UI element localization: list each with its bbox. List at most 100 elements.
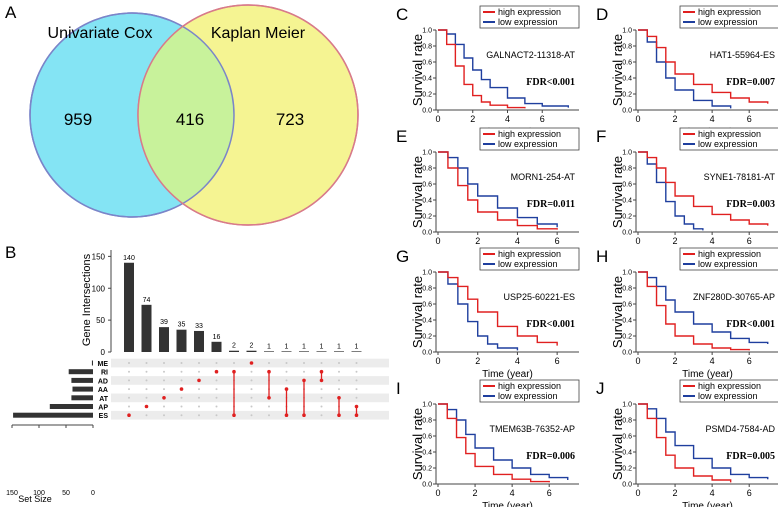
upset-empty-dot	[128, 396, 130, 399]
upset-empty-dot	[355, 388, 358, 391]
km-y-tick-label: 0.2	[422, 466, 432, 473]
km-y-label: Survival rate	[410, 408, 425, 480]
upset-empty-dot	[215, 405, 218, 408]
km-fdr-label: FDR=0.006	[526, 451, 575, 462]
km-gene-label: PSMD4-7584-AD	[705, 424, 775, 434]
upset-empty-dot	[145, 396, 148, 399]
upset-empty-dot	[163, 379, 165, 382]
upset-member-dot	[302, 378, 306, 383]
upset-set-size-bar	[13, 412, 93, 418]
km-y-tick-label: 0.2	[622, 466, 632, 473]
upset-bar-label: 1	[337, 343, 341, 350]
upset-bar-label: 2	[232, 343, 236, 350]
km-y-tick-label: 0.6	[622, 60, 632, 67]
upset-empty-dot	[128, 388, 130, 391]
km-fdr-label: FDR<0.001	[526, 319, 575, 330]
upset-set-size-bar	[91, 360, 93, 366]
upset-empty-dot	[268, 362, 270, 364]
km-panel-j: J Survival rate 0.0 0.2 0.4 0.6 0.8 1.0 0 2 4 6 Time…	[596, 379, 778, 507]
km-x-tick-label: 0	[435, 236, 440, 246]
km-y-label: Survival rate	[610, 34, 625, 106]
upset-set-size-label: Set Size	[18, 494, 52, 504]
km-x-tick-label: 6	[555, 356, 560, 366]
upset-empty-dot	[163, 362, 165, 364]
km-y-tick-label: 0.0	[622, 108, 632, 115]
km-x-tick-label: 4	[505, 114, 510, 124]
upset-row-band	[111, 376, 389, 385]
upset-member-dot	[319, 378, 324, 383]
upset-member-dot	[354, 404, 359, 409]
km-legend-low-label: low expression	[698, 139, 758, 149]
km-legend	[479, 127, 580, 151]
panel-label-a: A	[5, 3, 17, 22]
upset-bar	[246, 350, 257, 352]
upset-empty-dot	[303, 362, 305, 364]
km-y-tick-label: 1.0	[422, 28, 432, 35]
upset-member-dot	[232, 369, 236, 374]
km-y-tick-label: 0.0	[622, 350, 632, 357]
km-x-label: Time (year)	[482, 501, 533, 507]
upset-empty-dot	[198, 362, 200, 364]
km-y-tick-label: 0.0	[622, 482, 632, 489]
km-legend	[479, 379, 580, 403]
km-fdr-label: FDR=0.003	[726, 199, 775, 210]
upset-empty-dot	[180, 414, 183, 417]
km-x-tick-label: 6	[555, 236, 560, 246]
km-y-tick-label: 0.8	[622, 418, 632, 425]
upset-member-dot	[214, 369, 219, 374]
km-fdr-label: FDR=0.011	[527, 199, 575, 210]
km-y-tick-label: 0.4	[622, 198, 632, 205]
km-high-curve	[438, 271, 558, 346]
km-y-tick-label: 1.0	[422, 270, 432, 277]
km-y-tick-label: 0.4	[422, 450, 432, 457]
km-x-tick-label: 4	[710, 488, 715, 498]
upset-member-dot	[354, 413, 359, 418]
upset-set-size-bar	[49, 404, 93, 409]
upset-y-tick-label: 100	[92, 284, 106, 293]
upset-empty-dot	[320, 388, 323, 391]
km-y-tick-label: 0.2	[622, 214, 632, 221]
km-legend	[679, 247, 778, 271]
upset-bar	[211, 341, 222, 352]
upset-empty-dot	[268, 405, 270, 408]
km-x-tick-label: 4	[710, 356, 715, 366]
km-low-curve	[438, 29, 570, 108]
upset-set-size-bar	[71, 395, 93, 401]
upset-set-label: AD	[98, 378, 108, 385]
upset-member-dot	[267, 396, 271, 400]
km-y-tick-label: 0.0	[422, 350, 432, 357]
upset-member-dot	[319, 369, 324, 374]
km-y-tick-label: 0.8	[422, 166, 432, 173]
km-x-tick-label: 0	[635, 114, 640, 124]
upset-empty-dot	[145, 362, 148, 364]
upset-empty-dot	[128, 362, 130, 364]
km-low-curve	[438, 403, 569, 480]
km-legend-low-label: low expression	[498, 391, 558, 401]
km-x-tick-label: 6	[540, 114, 545, 124]
upset-empty-dot	[215, 362, 218, 364]
km-x-tick-label: 2	[475, 356, 480, 366]
km-legend-high-label: high expression	[498, 129, 561, 139]
km-gene-label: HAT1-55964-ES	[710, 50, 775, 60]
upset-empty-dot	[215, 388, 218, 391]
km-x-tick-label: 6	[747, 356, 752, 366]
upset-empty-dot	[198, 370, 200, 373]
km-gene-label: USP25-60221-ES	[503, 292, 575, 302]
upset-row-band	[111, 393, 389, 403]
km-y-label: Survival rate	[410, 34, 425, 106]
upset-empty-dot	[250, 396, 253, 399]
upset-empty-dot	[145, 370, 148, 373]
km-legend-high-label: high expression	[498, 249, 561, 259]
km-y-tick-label: 1.0	[622, 150, 632, 157]
upset-empty-dot	[163, 405, 165, 408]
upset-empty-dot	[355, 370, 358, 373]
km-legend-low-label: low expression	[698, 391, 758, 401]
upset-member-dot	[232, 413, 236, 418]
km-y-tick-label: 0.2	[622, 334, 632, 341]
km-y-tick-label: 0.0	[422, 108, 432, 115]
km-fdr-label: FDR=0.007	[726, 77, 775, 88]
km-x-tick-label: 4	[710, 114, 715, 124]
km-x-label: Time (year)	[482, 369, 533, 380]
